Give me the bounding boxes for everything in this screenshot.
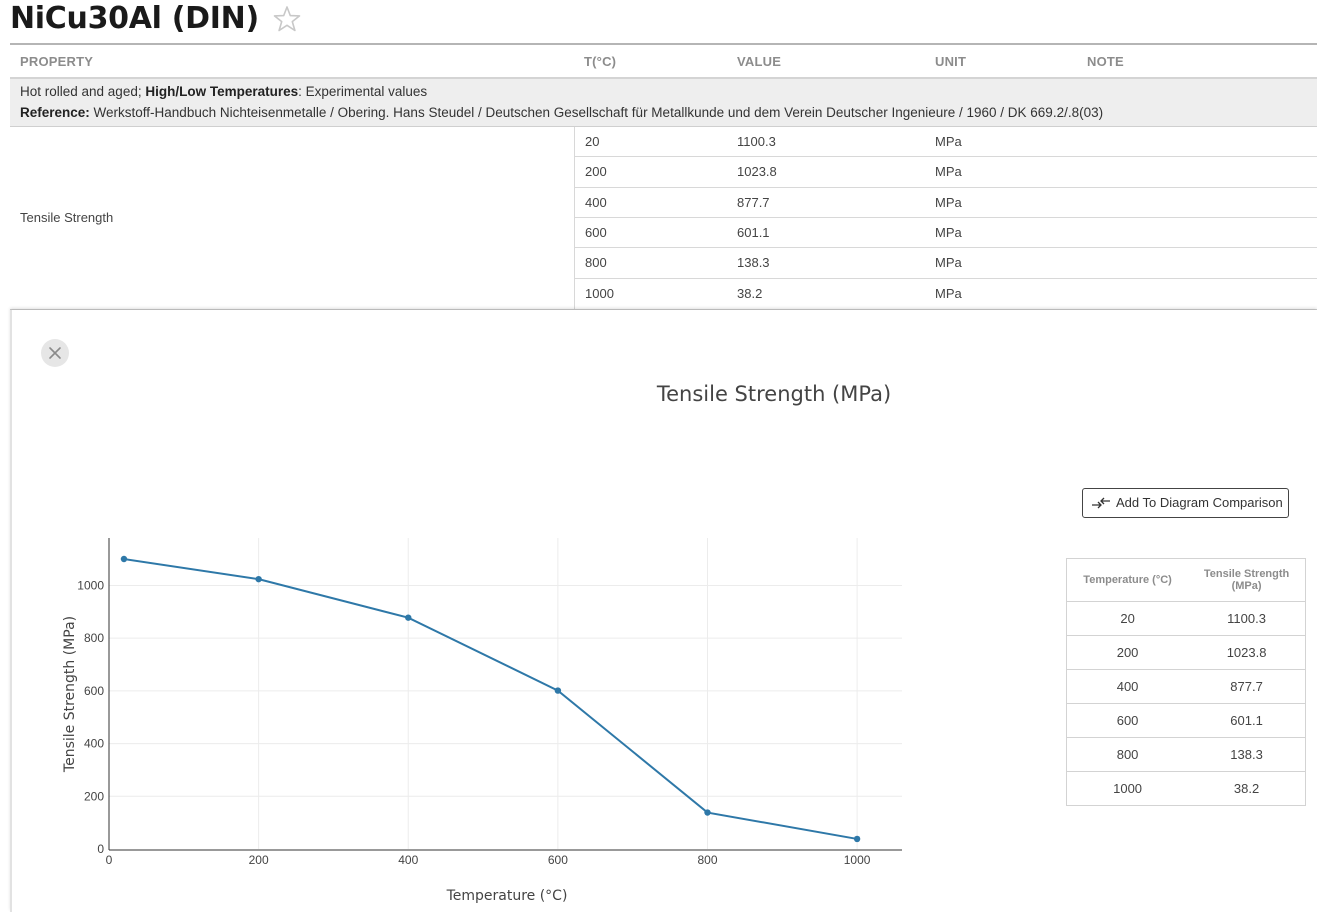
table-row: 400 877.7 MPa <box>575 188 1317 218</box>
table-row: 1000 38.2 <box>1113 781 1260 796</box>
y-tick-label: 600 <box>84 684 104 698</box>
header-property: PROPERTY <box>20 54 94 69</box>
x-tick-label: 600 <box>548 853 568 867</box>
table-row: 20 1100.3 <box>1066 601 1306 636</box>
reference-line: Reference: Werkstoff-Handbuch Nichteisen… <box>20 105 1104 120</box>
header-temperature: T(°C) <box>584 54 617 69</box>
header-unit: UNIT <box>935 54 967 69</box>
close-button[interactable] <box>41 339 69 367</box>
table-header: PROPERTY T(°C) VALUE UNIT NOTE <box>10 43 1317 79</box>
y-tick-label: 0 <box>97 842 104 856</box>
table-row: 20 1100.3 MPa <box>575 127 1317 158</box>
data-point <box>120 555 128 563</box>
condition-line: Hot rolled and aged; High/Low Temperatur… <box>20 84 428 99</box>
table-row: 800 138.3 MPa <box>575 248 1317 279</box>
x-tick-label: 0 <box>106 853 113 867</box>
x-axis-title: Temperature (°C) <box>446 888 568 904</box>
table-row: 200 1023.8 MPa <box>575 157 1317 188</box>
y-axis-title: Tensile Strength (MPa) <box>62 616 78 773</box>
data-point <box>554 687 562 694</box>
header-value: VALUE <box>737 54 782 69</box>
table-row: 600 601.1 <box>1066 703 1306 738</box>
y-tick-label: 1000 <box>77 578 104 592</box>
property-rows: Tensile Strength 20 1100.3 MPa 200 1023.8 MP… <box>10 127 1317 310</box>
add-to-comparison-label: Add To Diagram Comparison <box>1116 495 1283 510</box>
table-row: 800 138.3 <box>1066 737 1306 772</box>
star-icon[interactable] <box>271 3 303 35</box>
property-name: Tensile Strength <box>20 210 114 225</box>
y-tick-label: 400 <box>84 737 104 751</box>
data-point <box>255 575 262 583</box>
header-note: NOTE <box>1087 54 1124 69</box>
data-table-header-temperature: Temperature (°C) <box>1066 558 1189 602</box>
value-rows: 20 1100.3 MPa 200 1023.8 MPa 400 877.7 MPa 600… <box>574 127 1317 309</box>
x-tick-label: 800 <box>697 853 717 867</box>
page-title: NiCu30Al (DIN) <box>10 1 259 36</box>
table-row: 1000 38.2 MPa <box>585 285 962 301</box>
table-row: 400 877.7 <box>1066 669 1306 704</box>
data-point <box>405 614 412 621</box>
y-tick-label: 200 <box>84 789 104 803</box>
data-table-header: Temperature (°C) Tensile Strength (MPa) <box>1066 558 1306 602</box>
condition-block: Hot rolled and aged; High/Low Temperatur… <box>10 79 1317 127</box>
y-tick-label: 800 <box>84 631 104 645</box>
data-point <box>853 835 861 843</box>
data-point <box>704 809 711 816</box>
property-table: PROPERTY T(°C) VALUE UNIT NOTE Hot rolle… <box>10 43 1317 310</box>
x-tick-label: 400 <box>398 853 418 867</box>
data-table-header-value: Tensile Strength (MPa) <box>1188 558 1306 602</box>
chart-title: Tensile Strength (MPa) <box>656 382 892 406</box>
close-icon <box>49 347 61 359</box>
add-to-comparison-button[interactable]: Add To Diagram Comparison <box>1082 488 1289 518</box>
table-row: 600 601.1 MPa <box>575 218 1317 249</box>
page-header: NiCu30Al (DIN) <box>0 0 1317 44</box>
table-row: 200 1023.8 <box>1066 635 1306 670</box>
series-line <box>123 558 858 840</box>
data-table: Temperature (°C) Tensile Strength (MPa) 2… <box>1066 558 1306 806</box>
x-tick-label: 200 <box>249 853 269 867</box>
line-chart: 0 200 400 600 800 1000 0 200 400 600 800 1000 Temper… <box>62 538 902 904</box>
compare-arrows-icon <box>1092 497 1110 509</box>
x-tick-label: 1000 <box>844 853 871 867</box>
chart-panel: Tensile Strength (MPa) 0 200 400 600 800 1000… <box>10 310 1317 912</box>
